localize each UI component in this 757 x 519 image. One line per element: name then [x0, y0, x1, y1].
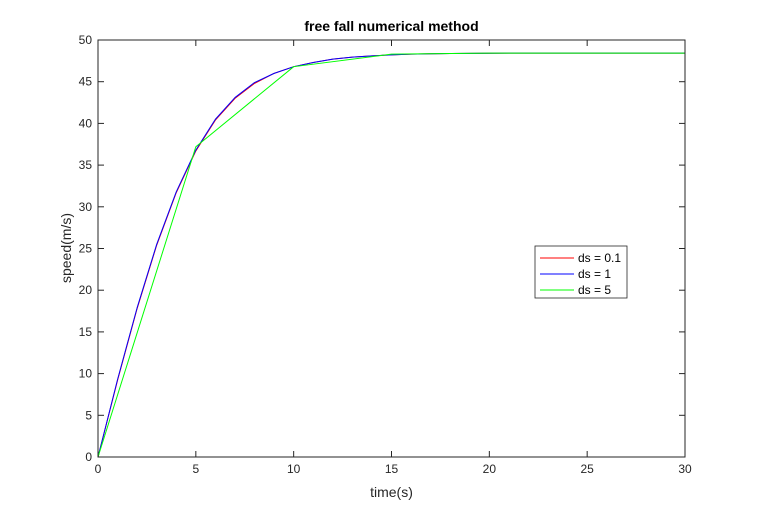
x-axis-ticks: 0 5 10 15 20 25 30 — [95, 40, 692, 476]
y-axis-ticks: 0 5 10 15 20 25 30 35 40 45 50 — [79, 33, 685, 464]
y-tick-label: 45 — [79, 75, 93, 89]
series-line-3 — [97, 52, 685, 458]
legend-label-2: ds = 1 — [578, 267, 611, 281]
y-tick-label: 0 — [85, 450, 92, 464]
y-axis-label: speed(m/s) — [58, 213, 74, 283]
y-tick-label: 25 — [79, 242, 93, 256]
legend-label-3: ds = 5 — [578, 283, 611, 297]
x-tick-label: 15 — [385, 462, 399, 476]
x-tick-label: 25 — [580, 462, 594, 476]
series-layer — [97, 52, 685, 458]
x-tick-label: 30 — [678, 462, 692, 476]
legend-box — [534, 245, 628, 299]
x-tick-label: 5 — [192, 462, 199, 476]
y-tick-label: 5 — [85, 408, 92, 422]
legend-label-1: ds = 0.1 — [578, 251, 621, 265]
x-axis-label: time(s) — [370, 484, 413, 500]
chart-title: free fall numerical method — [304, 18, 478, 34]
y-tick-label: 30 — [79, 200, 93, 214]
x-tick-label: 0 — [95, 462, 102, 476]
legend-entries: ds = 0.1 ds = 1 ds = 5 — [540, 251, 621, 297]
y-tick-label: 40 — [79, 116, 93, 130]
y-tick-label: 50 — [79, 33, 93, 47]
y-tick-label: 20 — [79, 283, 93, 297]
x-tick-label: 10 — [287, 462, 301, 476]
x-tick-label: 20 — [483, 462, 497, 476]
y-tick-label: 35 — [79, 158, 93, 172]
y-tick-label: 15 — [79, 325, 93, 339]
legend: ds = 0.1 ds = 1 ds = 5 — [534, 245, 628, 299]
y-tick-label: 10 — [79, 367, 93, 381]
